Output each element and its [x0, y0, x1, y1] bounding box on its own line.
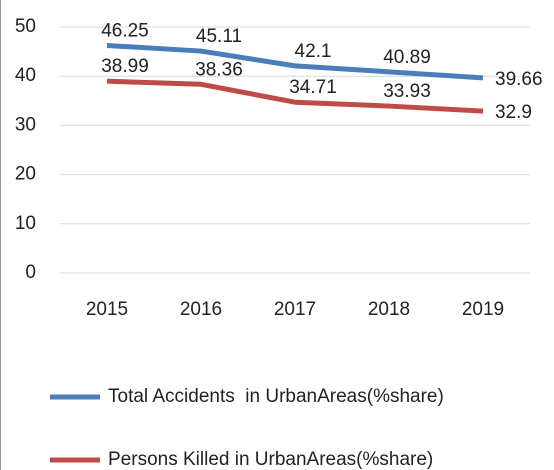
series-line [106, 42, 484, 81]
data-label: 42.1 [295, 41, 332, 62]
data-label: 46.25 [101, 20, 149, 41]
legend-label: Total Accidents in UrbanAreas(%share) [108, 386, 444, 407]
data-label: 39.66 [495, 69, 543, 90]
x-tick-label: 2017 [274, 299, 316, 320]
x-tick-label: 2015 [86, 299, 128, 320]
x-tick-label: 2018 [368, 299, 410, 320]
legend-label: Persons Killed in UrbanAreas(%share) [108, 449, 433, 470]
series-line [106, 78, 484, 114]
y-tick-label: 0 [25, 262, 36, 283]
y-tick-label: 10 [15, 213, 36, 234]
x-tick-label: 2016 [180, 299, 222, 320]
y-tick-label: 40 [15, 65, 36, 86]
data-label: 38.36 [195, 59, 243, 80]
data-label: 45.11 [196, 26, 242, 47]
x-tick-label: 2019 [462, 299, 504, 320]
y-tick-label: 50 [15, 16, 36, 37]
data-label: 38.99 [101, 56, 149, 77]
data-label: 40.89 [383, 47, 431, 68]
y-tick-label: 30 [15, 114, 36, 135]
data-label: 34.71 [289, 77, 337, 98]
data-label: 33.93 [383, 81, 431, 102]
y-tick-label: 20 [15, 164, 36, 185]
data-label: 32.9 [495, 102, 532, 123]
